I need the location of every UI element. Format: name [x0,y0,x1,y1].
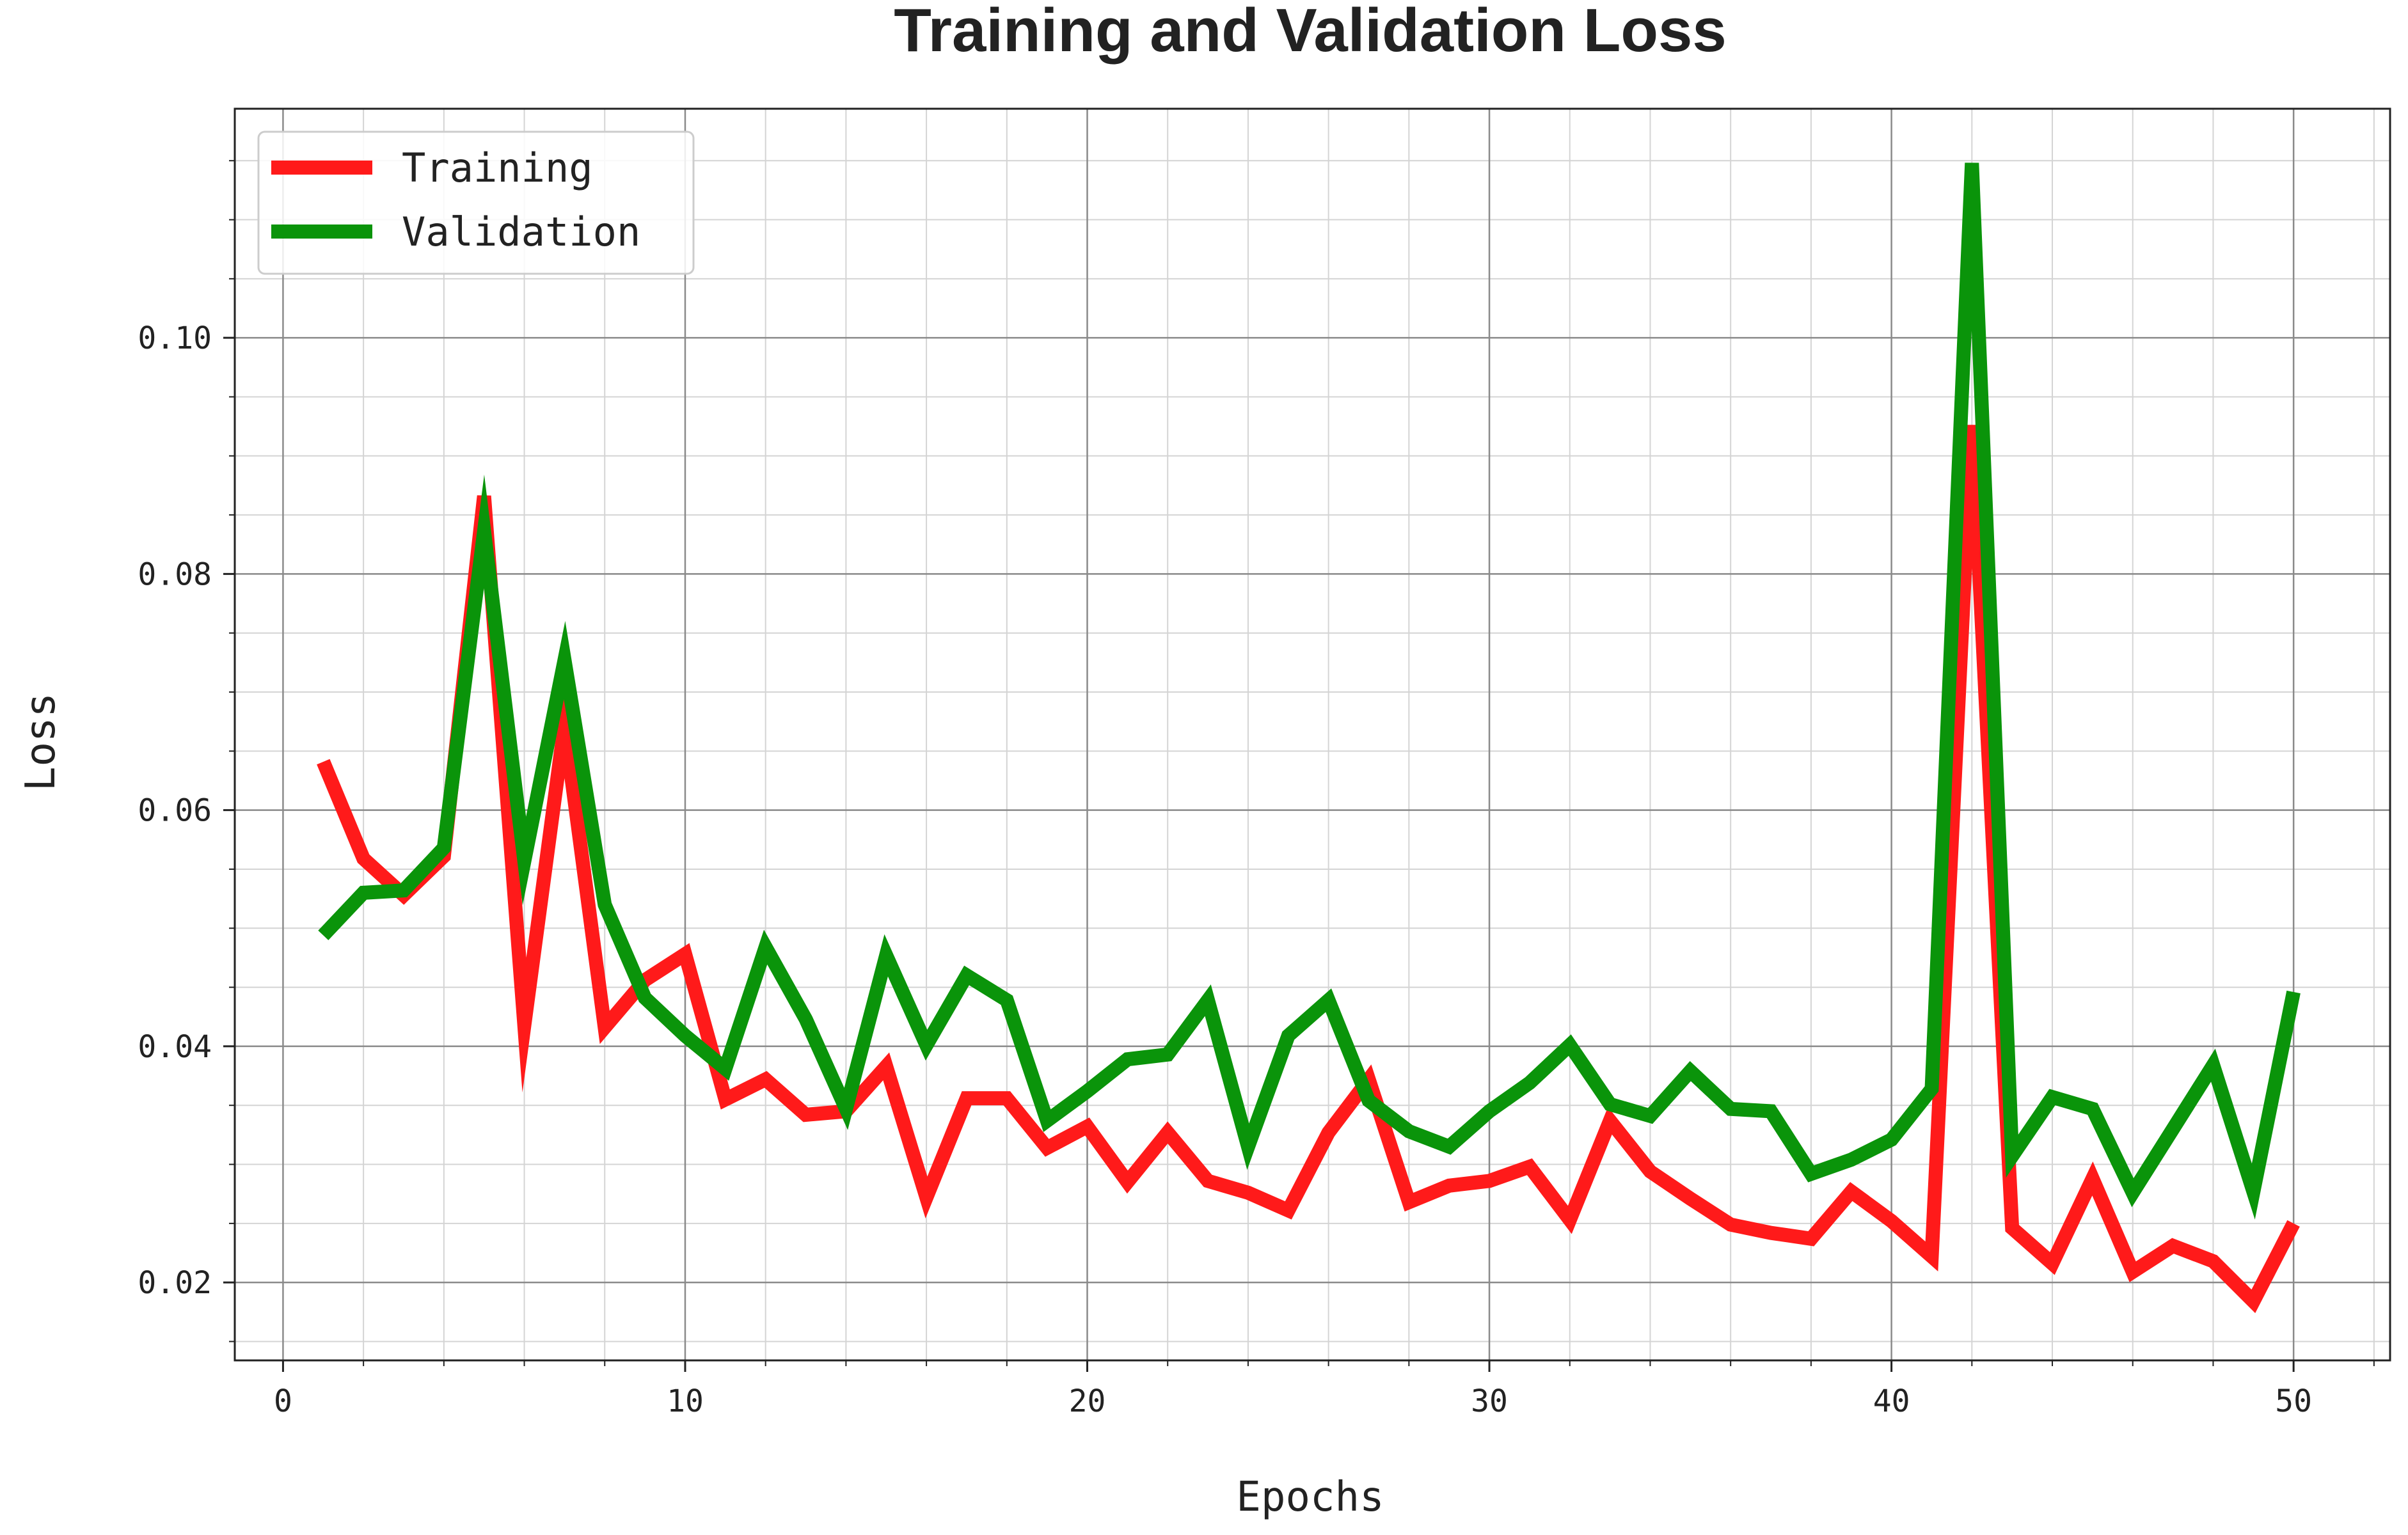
axis-ticks [223,160,2375,1372]
training-series-line [317,425,2300,1314]
major-grid [235,109,2390,1360]
y-tick-label: 0.04 [138,1029,212,1065]
tick-labels: 0 10 20 30 40 50 0.02 0.04 0.06 0.08 0.10 [138,320,2312,1419]
y-tick-label: 0.10 [138,320,212,356]
chart-title: Training and Validation Loss [894,0,1727,65]
legend-label-validation: Validation [402,209,640,255]
legend: Training Validation [257,130,695,275]
y-tick-label: 0.08 [138,556,212,592]
x-tick-label: 20 [1069,1383,1106,1419]
x-tick-label: 30 [1471,1383,1508,1419]
x-tick-label: 40 [1873,1383,1910,1419]
plot-frame [234,107,2391,1362]
validation-series-line [318,162,2301,1220]
x-tick-label: 10 [667,1383,704,1419]
y-axis-label: Loss [17,693,65,791]
y-tick-label: 0.02 [138,1265,212,1301]
x-tick-label: 50 [2275,1383,2312,1419]
legend-label-training: Training [402,145,593,191]
x-tick-label: 0 [274,1383,292,1419]
series-layer [317,162,2301,1314]
y-tick-label: 0.06 [138,793,212,829]
x-axis-label: Epochs [1236,1474,1384,1521]
